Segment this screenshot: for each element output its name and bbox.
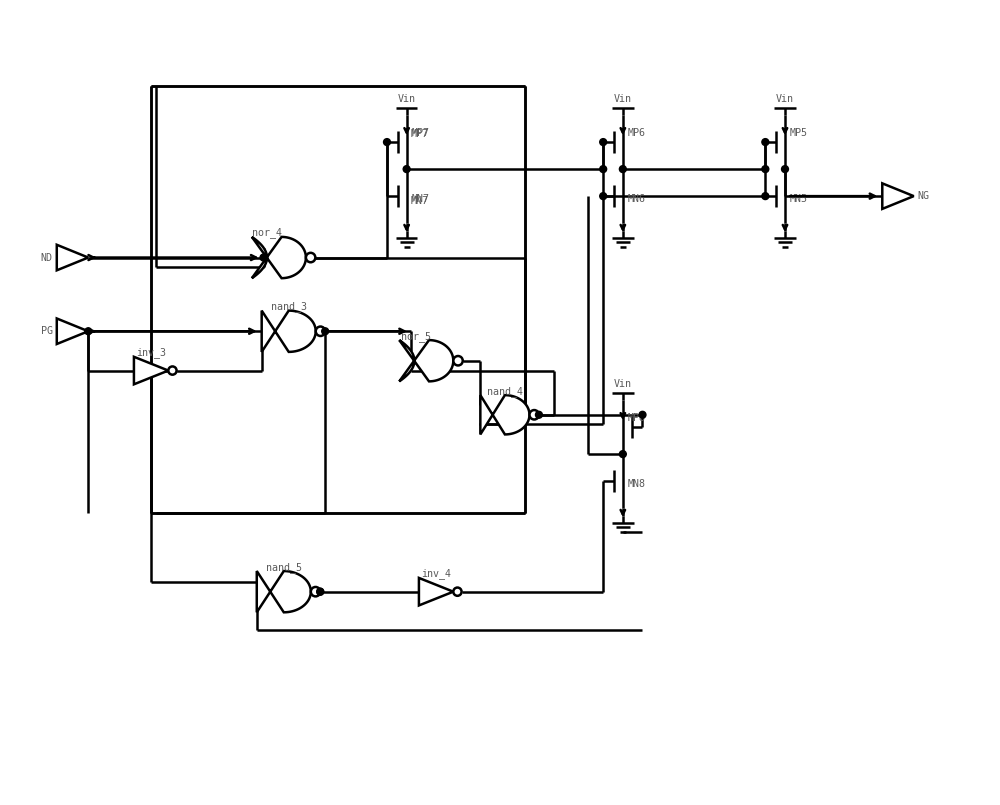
Polygon shape bbox=[57, 319, 88, 344]
Text: nor_4: nor_4 bbox=[252, 228, 282, 238]
Text: nor_5: nor_5 bbox=[401, 331, 431, 341]
Polygon shape bbox=[419, 578, 453, 605]
Circle shape bbox=[600, 138, 607, 146]
Text: inv_4: inv_4 bbox=[421, 568, 451, 580]
Text: MP7: MP7 bbox=[412, 128, 430, 138]
Text: inv_3: inv_3 bbox=[136, 348, 166, 358]
Text: MP7: MP7 bbox=[411, 130, 429, 139]
Polygon shape bbox=[134, 357, 168, 384]
Text: MP5: MP5 bbox=[790, 128, 808, 138]
Circle shape bbox=[619, 451, 626, 457]
Circle shape bbox=[600, 192, 607, 200]
Polygon shape bbox=[252, 237, 306, 279]
Text: MN6: MN6 bbox=[628, 194, 646, 204]
Circle shape bbox=[403, 166, 410, 172]
Circle shape bbox=[85, 328, 92, 335]
Text: nand_5: nand_5 bbox=[266, 562, 302, 572]
Circle shape bbox=[529, 410, 539, 419]
Circle shape bbox=[762, 138, 769, 146]
Polygon shape bbox=[257, 571, 311, 613]
Circle shape bbox=[619, 166, 626, 172]
Circle shape bbox=[762, 166, 769, 172]
Circle shape bbox=[260, 254, 267, 261]
Circle shape bbox=[453, 356, 463, 365]
Text: nand_4: nand_4 bbox=[487, 386, 523, 397]
Circle shape bbox=[316, 327, 325, 336]
Circle shape bbox=[317, 588, 324, 595]
Text: Vin: Vin bbox=[776, 94, 794, 104]
Text: MN7: MN7 bbox=[411, 196, 429, 206]
Circle shape bbox=[600, 166, 607, 172]
Text: NG: NG bbox=[918, 191, 930, 201]
Polygon shape bbox=[57, 245, 88, 270]
Circle shape bbox=[639, 411, 646, 419]
Circle shape bbox=[535, 411, 542, 419]
Text: Vin: Vin bbox=[398, 94, 416, 104]
Text: nand_3: nand_3 bbox=[271, 301, 307, 312]
Text: PG: PG bbox=[41, 326, 53, 336]
Circle shape bbox=[384, 138, 390, 146]
Text: ND: ND bbox=[41, 253, 53, 262]
Circle shape bbox=[782, 166, 788, 172]
Text: Vin: Vin bbox=[614, 94, 632, 104]
Circle shape bbox=[317, 588, 324, 595]
Text: MN5: MN5 bbox=[790, 194, 808, 204]
Text: MP8: MP8 bbox=[628, 413, 646, 423]
Text: MN8: MN8 bbox=[628, 479, 646, 489]
Circle shape bbox=[762, 192, 769, 200]
Polygon shape bbox=[480, 395, 529, 435]
Circle shape bbox=[168, 366, 177, 374]
Text: Vin: Vin bbox=[614, 379, 632, 390]
Circle shape bbox=[322, 328, 329, 335]
Text: MN7: MN7 bbox=[412, 194, 430, 204]
Polygon shape bbox=[882, 184, 914, 209]
Polygon shape bbox=[262, 311, 316, 352]
Text: MP6: MP6 bbox=[628, 128, 646, 138]
Circle shape bbox=[453, 588, 462, 596]
Circle shape bbox=[311, 587, 320, 597]
Polygon shape bbox=[399, 340, 453, 382]
Circle shape bbox=[306, 253, 315, 262]
